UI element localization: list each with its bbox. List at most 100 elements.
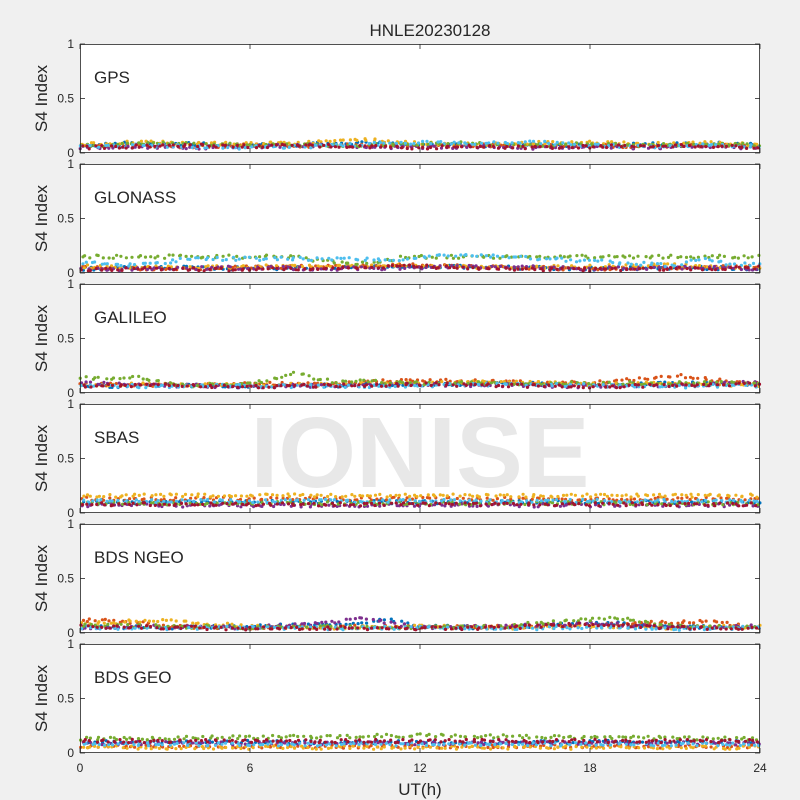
data-point <box>630 501 635 505</box>
data-point <box>300 264 304 269</box>
data-points <box>78 370 762 390</box>
data-point <box>382 618 386 622</box>
data-point <box>477 267 481 271</box>
data-point <box>203 492 207 496</box>
data-point <box>650 254 654 258</box>
data-point <box>360 621 364 625</box>
data-point <box>709 382 713 386</box>
data-point <box>665 267 669 271</box>
data-point <box>560 385 564 389</box>
data-point <box>334 263 338 267</box>
data-point <box>82 266 86 270</box>
data-point <box>345 145 349 149</box>
data-point <box>445 381 449 385</box>
data-point <box>283 143 287 147</box>
data-point <box>227 253 231 257</box>
data-point <box>666 262 670 266</box>
data-point <box>100 618 104 622</box>
data-point <box>678 501 682 505</box>
data-point <box>541 269 545 273</box>
data-point <box>389 617 393 621</box>
data-point <box>116 262 120 266</box>
data-point <box>221 143 225 147</box>
data-point <box>214 145 218 149</box>
data-point <box>520 267 525 271</box>
data-point <box>395 264 399 268</box>
data-point <box>367 141 371 146</box>
data-point <box>212 500 216 504</box>
data-point <box>650 261 654 265</box>
data-point <box>264 263 268 267</box>
data-point <box>743 261 747 265</box>
data-point <box>426 142 430 146</box>
data-point <box>355 138 359 142</box>
data-point <box>532 142 536 146</box>
data-point <box>147 619 151 623</box>
data-point <box>733 255 737 259</box>
data-point <box>148 383 152 388</box>
data-point <box>491 253 495 257</box>
data-point <box>348 141 352 146</box>
data-point <box>505 254 509 258</box>
data-point <box>184 147 188 151</box>
data-point <box>501 384 505 388</box>
data-point <box>730 143 734 147</box>
data-point <box>83 385 87 389</box>
data-point <box>183 492 188 496</box>
data-point <box>544 257 549 261</box>
data-point <box>117 146 121 150</box>
data-point <box>199 498 203 502</box>
data-point <box>615 493 619 498</box>
data-point <box>237 147 241 151</box>
data-point <box>511 146 515 150</box>
data-point <box>659 262 663 266</box>
data-point <box>639 263 643 267</box>
data-point <box>273 256 277 260</box>
data-point <box>152 382 156 386</box>
data-point <box>270 385 274 389</box>
data-point <box>199 385 203 389</box>
data-point <box>153 503 157 507</box>
data-point <box>588 386 592 390</box>
data-point <box>365 621 369 625</box>
data-point <box>512 265 516 269</box>
data-point <box>397 259 401 263</box>
data-point <box>464 383 468 387</box>
data-point <box>93 260 97 264</box>
data-point <box>561 141 565 145</box>
data-point <box>742 254 746 258</box>
data-point <box>93 376 97 380</box>
data-point <box>750 255 754 259</box>
data-point <box>395 144 399 148</box>
data-point <box>455 266 459 270</box>
data-point <box>337 267 341 271</box>
y-tick-label: 0.5 <box>57 332 74 346</box>
data-point <box>264 253 269 257</box>
data-point <box>569 143 573 147</box>
data-point <box>421 142 425 146</box>
data-point <box>316 267 320 271</box>
y-tick-label: 0.5 <box>57 212 74 226</box>
data-point <box>437 383 441 387</box>
data-point <box>223 143 228 147</box>
data-point <box>507 256 511 260</box>
data-point <box>402 622 407 626</box>
data-point <box>307 263 312 267</box>
data-point <box>291 370 296 374</box>
data-point <box>523 147 527 151</box>
data-point <box>318 624 322 628</box>
data-point <box>734 502 738 506</box>
data-point <box>382 141 386 145</box>
series-6-points <box>81 253 762 268</box>
data-point <box>181 494 185 499</box>
data-point <box>97 620 101 624</box>
data-point <box>713 268 718 272</box>
data-point <box>151 141 155 145</box>
data-point <box>607 380 611 384</box>
data-point <box>493 265 497 269</box>
data-point <box>130 146 134 150</box>
data-point <box>221 254 225 258</box>
data-point <box>406 621 410 625</box>
data-point <box>341 144 345 148</box>
